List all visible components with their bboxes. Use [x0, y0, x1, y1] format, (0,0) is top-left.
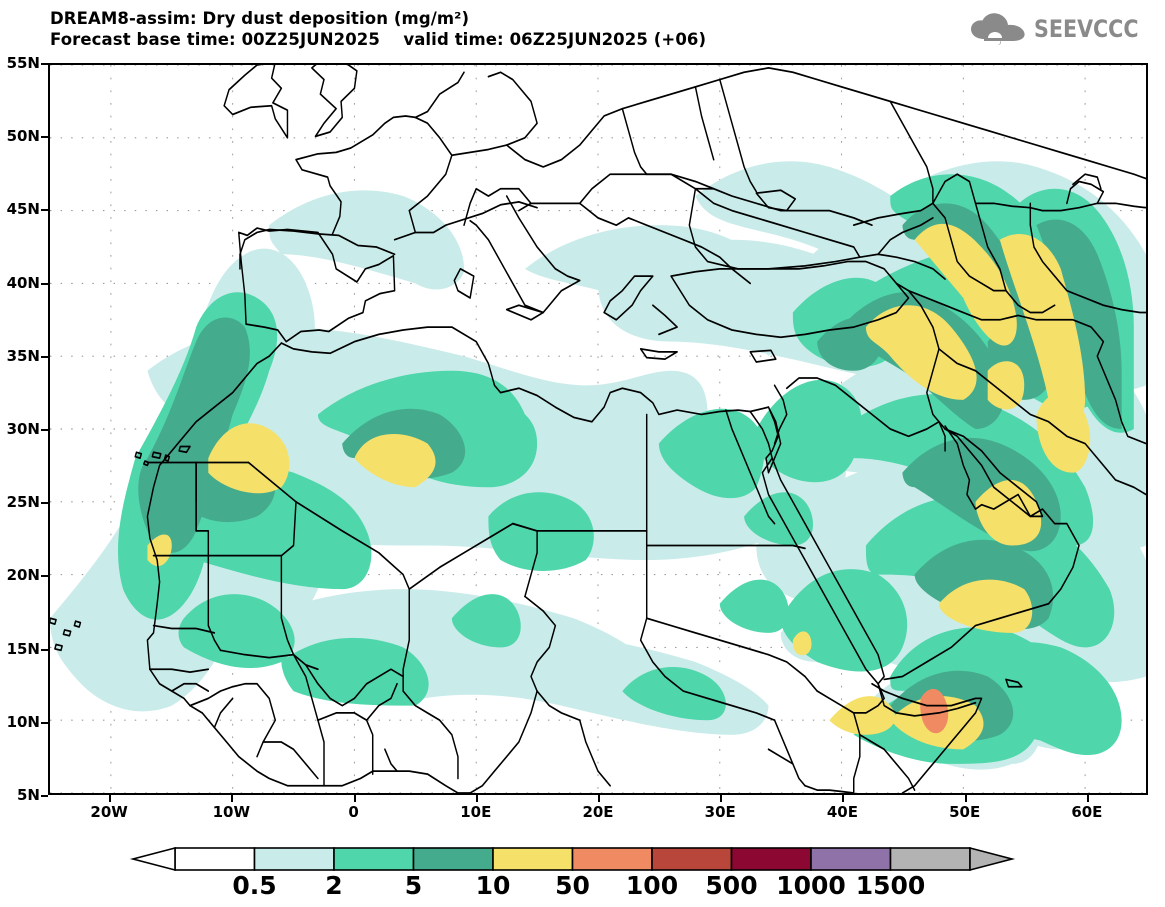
- colorbar-tick-label: 100: [625, 871, 679, 900]
- x-axis-tick: [964, 795, 967, 802]
- y-axis-label: 20N: [6, 566, 40, 585]
- y-axis-tick: [41, 282, 48, 285]
- colorbar-tick-label: 2: [325, 871, 343, 900]
- dust-band-50-100: [920, 688, 949, 734]
- x-axis-tick: [1086, 795, 1089, 802]
- y-axis-label: 50N: [6, 127, 40, 146]
- x-axis-label: 10W: [212, 803, 251, 821]
- colorbar-swatch: [412, 847, 494, 871]
- x-axis-label: 20E: [582, 803, 614, 821]
- y-axis-tick: [41, 209, 48, 212]
- colorbar-swatch: [571, 847, 653, 871]
- colorbar-swatch: [333, 847, 415, 871]
- colorbar-tick-label: 50: [555, 871, 590, 900]
- colorbar-over-arrow: [969, 846, 1016, 872]
- seevccc-logo: SEEVCCC: [969, 8, 1156, 50]
- colorbar-tick-label: 1500: [855, 871, 926, 900]
- y-axis-tick: [41, 795, 48, 797]
- y-axis-tick: [41, 63, 48, 65]
- cloud-icon: [970, 13, 1025, 45]
- x-axis-tick: [231, 795, 234, 802]
- y-axis-label: 5N: [17, 786, 40, 804]
- x-axis-label: 50E: [949, 803, 981, 821]
- colorbar-tick-label: 10: [475, 871, 511, 900]
- y-axis-tick: [41, 575, 48, 578]
- colorbar-under-arrow: [129, 846, 176, 872]
- y-axis-label: 55N: [6, 54, 40, 72]
- y-axis-label: 25N: [6, 493, 40, 512]
- y-axis-label: 45N: [6, 200, 40, 219]
- dust-deposition-map: [50, 65, 1146, 793]
- x-axis-tick: [842, 795, 845, 802]
- x-axis-tick: [475, 795, 478, 802]
- colorbar: 0.5 2 5 10 50 100 500 1000 1500: [0, 838, 1165, 907]
- coastlines-and-borders: [50, 65, 1146, 793]
- colorbar-swatch: [253, 847, 335, 871]
- x-axis-tick: [598, 795, 600, 802]
- y-axis-tick: [41, 648, 48, 651]
- x-axis-label: 30E: [704, 803, 736, 821]
- x-axis-tick: [720, 795, 723, 802]
- x-axis-label: 40E: [826, 803, 858, 821]
- colorbar-swatch: [174, 847, 256, 871]
- y-axis-label: 10N: [6, 712, 40, 731]
- colorbar-swatch: [810, 847, 892, 871]
- logo-text: SEEVCCC: [1033, 15, 1138, 43]
- colorbar-swatch: [889, 847, 971, 871]
- y-axis-tick: [41, 502, 48, 505]
- y-axis-label: 30N: [6, 420, 40, 438]
- colorbar-tick-label: 1000: [776, 871, 846, 900]
- y-axis-label: 35N: [6, 346, 40, 365]
- map-plot-area: [48, 63, 1148, 795]
- y-axis-tick: [41, 721, 48, 724]
- colorbar-swatch: [730, 847, 812, 871]
- x-axis-label: 0: [348, 803, 359, 821]
- y-axis-label: 15N: [6, 639, 40, 658]
- x-axis-label: 60E: [1071, 803, 1103, 821]
- y-axis-tick: [41, 429, 48, 431]
- dust-band-10-50: [147, 223, 1091, 750]
- x-axis-tick: [109, 795, 112, 802]
- page-title: DREAM8-assim: Dry dust deposition (mg/m²…: [50, 9, 470, 28]
- colorbar-swatch: [651, 847, 733, 871]
- x-axis-label: 20W: [90, 803, 128, 821]
- colorbar-tick-label: 5: [404, 871, 423, 900]
- x-axis-tick: [353, 795, 356, 802]
- y-axis-tick: [41, 136, 48, 139]
- forecast-time-subtitle: Forecast base time: 00Z25JUN2025 valid t…: [50, 30, 707, 49]
- header: DREAM8-assim: Dry dust deposition (mg/m²…: [0, 0, 1165, 60]
- y-axis-label: 40N: [6, 273, 40, 292]
- y-axis-tick: [41, 355, 48, 358]
- colorbar-swatches: [129, 846, 1016, 872]
- x-axis-label: 10E: [460, 803, 492, 821]
- colorbar-tick-label: 0.5: [232, 871, 277, 900]
- colorbar-swatch: [492, 847, 574, 871]
- colorbar-tick-label: 500: [705, 871, 758, 900]
